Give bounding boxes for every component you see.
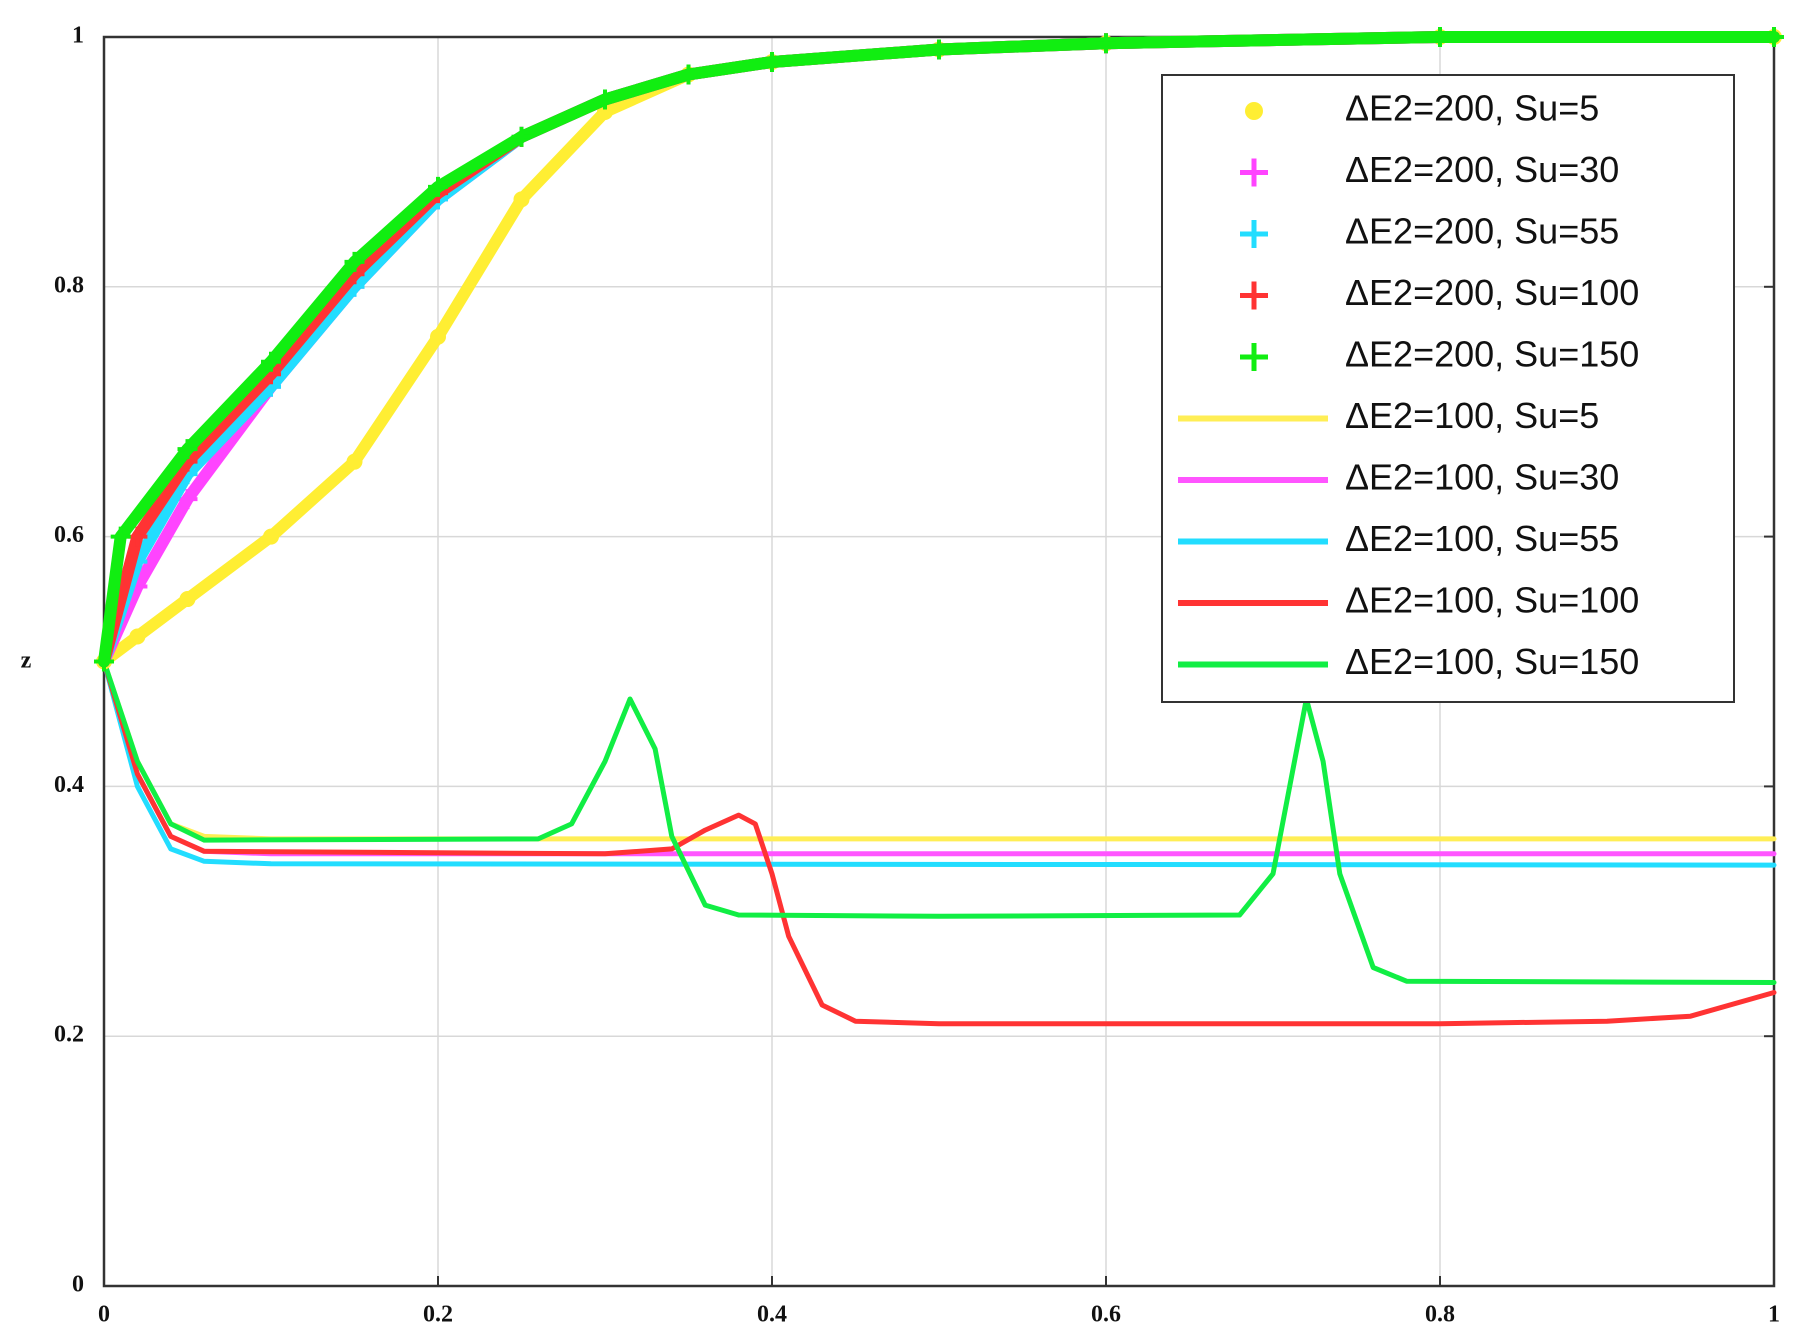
x-tick-label: 0 <box>98 1302 110 1328</box>
legend-swatch <box>1240 343 1268 371</box>
marker <box>110 526 131 547</box>
marker-line <box>98 31 1780 668</box>
legend-label: ΔE2=200, Su=5 <box>1345 88 1599 129</box>
marker <box>595 89 615 110</box>
marker <box>1764 27 1784 47</box>
x-tick-label: 0.8 <box>1425 1302 1455 1328</box>
marker <box>678 64 699 85</box>
legend-swatch <box>1245 102 1263 120</box>
legend-label: ΔE2=100, Su=150 <box>1345 641 1639 682</box>
y-tick-label: 1 <box>72 23 84 49</box>
line <box>101 659 1777 1027</box>
y-tick-label: 0.4 <box>54 772 84 798</box>
line <box>101 659 1777 985</box>
legend-label: ΔE2=200, Su=30 <box>1345 149 1619 190</box>
legend-box <box>1161 74 1735 703</box>
marker <box>762 51 782 72</box>
marker <box>177 439 198 460</box>
marker <box>1430 27 1450 47</box>
x-tick-label: 0.4 <box>757 1302 787 1328</box>
marker <box>929 39 949 60</box>
marker <box>511 126 532 147</box>
legend: ΔE2=200, Su=5 ΔE2=200, Su=30 ΔE2=200, Su=5… <box>1161 74 1735 703</box>
legend-label: ΔE2=200, Su=55 <box>1345 211 1619 252</box>
y-axis-label: z <box>21 648 32 674</box>
marker <box>597 103 613 120</box>
marker <box>430 328 446 345</box>
y-tick-label: 0.8 <box>54 272 84 298</box>
marker <box>179 591 196 608</box>
marker <box>1096 33 1116 54</box>
legend-label: ΔE2=100, Su=55 <box>1345 518 1619 559</box>
marker <box>127 526 148 547</box>
legend-label: ΔE2=100, Su=5 <box>1345 395 1599 436</box>
legend-swatch <box>1240 220 1268 248</box>
legend-label: ΔE2=100, Su=30 <box>1345 457 1619 498</box>
marker <box>344 251 365 272</box>
y-tick-label: 0.6 <box>54 522 84 548</box>
x-tick-label: 0.6 <box>1091 1302 1121 1328</box>
legend-label: ΔE2=100, Su=100 <box>1345 580 1639 621</box>
x-tick-label: 1 <box>1768 1302 1780 1328</box>
marker <box>428 176 448 197</box>
y-tick-label: 0.2 <box>54 1022 84 1048</box>
line <box>101 659 1777 868</box>
legend-swatch <box>1240 158 1268 187</box>
legend-swatch <box>1240 281 1268 310</box>
marker <box>129 628 146 645</box>
marker <box>261 351 281 372</box>
marker <box>346 453 363 470</box>
x-tick-label: 0.2 <box>423 1302 453 1328</box>
marker <box>263 528 279 545</box>
legend-label: ΔE2=200, Su=100 <box>1345 272 1639 313</box>
legend-label: ΔE2=200, Su=150 <box>1345 334 1639 375</box>
y-tick-label: 0 <box>72 1272 84 1298</box>
marker <box>513 191 530 208</box>
marker <box>177 489 198 510</box>
marker <box>94 651 114 672</box>
